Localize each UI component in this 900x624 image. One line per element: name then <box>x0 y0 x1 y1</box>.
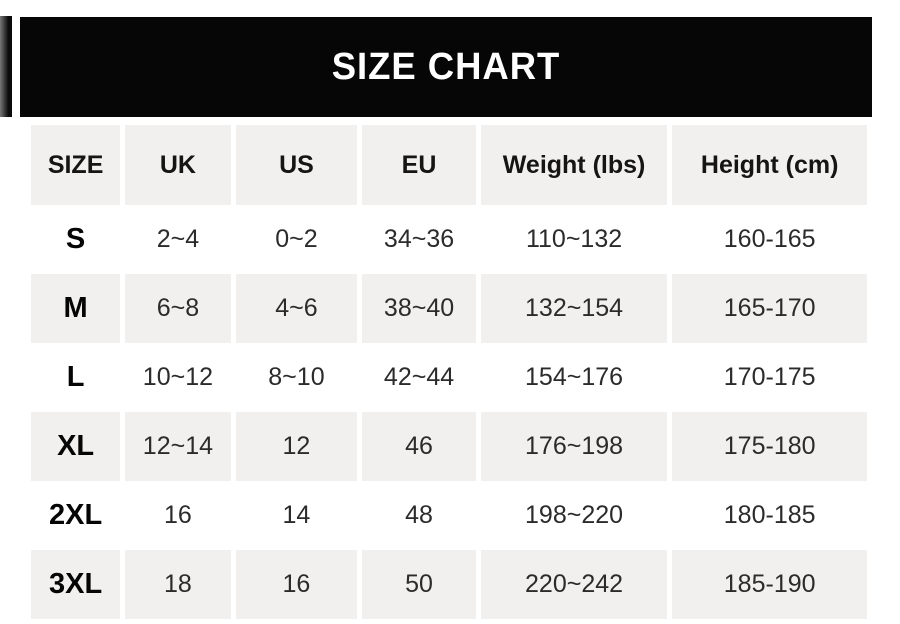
column-header-size: SIZE <box>31 125 121 205</box>
row-size-label: L <box>31 343 121 412</box>
page-title: SIZE CHART <box>331 45 561 88</box>
table-row-l: L 10~12 8~10 42~44 154~176 170-175 <box>31 343 867 412</box>
column-header-height: Height (cm) <box>672 125 867 205</box>
table-cell: 12~14 <box>125 412 231 481</box>
table-cell: 10~12 <box>125 343 231 412</box>
table-header-row: SIZE UK US EU Weight (lbs) Height (cm) <box>31 125 867 205</box>
table-row-m: M 6~8 4~6 38~40 132~154 165-170 <box>31 274 867 343</box>
table-cell: 34~36 <box>362 205 476 274</box>
title-bar: SIZE CHART <box>20 17 872 117</box>
row-size-label: 3XL <box>31 550 121 619</box>
row-size-label: S <box>31 205 121 274</box>
column-header-uk: UK <box>125 125 231 205</box>
table-cell: 110~132 <box>480 205 668 274</box>
table-cell: 46 <box>362 412 476 481</box>
table-cell: 220~242 <box>480 550 668 619</box>
table-cell: 50 <box>362 550 476 619</box>
table-cell: 170-175 <box>672 343 867 412</box>
table-row-s: S 2~4 0~2 34~36 110~132 160-165 <box>31 205 867 274</box>
column-header-eu: EU <box>362 125 476 205</box>
table-cell: 4~6 <box>235 274 358 343</box>
table-cell: 176~198 <box>480 412 668 481</box>
table-cell: 160-165 <box>672 205 867 274</box>
left-edge-strip <box>0 16 12 117</box>
column-header-us: US <box>235 125 358 205</box>
table-cell: 2~4 <box>125 205 231 274</box>
table-cell: 14 <box>235 481 358 550</box>
table-cell: 8~10 <box>235 343 358 412</box>
table-cell: 48 <box>362 481 476 550</box>
table-row-3xl: 3XL 18 16 50 220~242 185-190 <box>31 550 867 619</box>
table-cell: 180-185 <box>672 481 867 550</box>
table-cell: 185-190 <box>672 550 867 619</box>
table-cell: 175-180 <box>672 412 867 481</box>
table-cell: 16 <box>125 481 231 550</box>
table-cell: 198~220 <box>480 481 668 550</box>
size-chart-table: SIZE UK US EU Weight (lbs) Height (cm) S… <box>26 125 872 619</box>
table-cell: 165-170 <box>672 274 867 343</box>
table-row-2xl: 2XL 16 14 48 198~220 180-185 <box>31 481 867 550</box>
row-size-label: M <box>31 274 121 343</box>
column-header-weight: Weight (lbs) <box>480 125 668 205</box>
row-size-label: XL <box>31 412 121 481</box>
table-cell: 154~176 <box>480 343 668 412</box>
table-cell: 38~40 <box>362 274 476 343</box>
table-cell: 16 <box>235 550 358 619</box>
table-cell: 132~154 <box>480 274 668 343</box>
table-cell: 18 <box>125 550 231 619</box>
table-cell: 42~44 <box>362 343 476 412</box>
table-cell: 6~8 <box>125 274 231 343</box>
table-row-xl: XL 12~14 12 46 176~198 175-180 <box>31 412 867 481</box>
table-cell: 0~2 <box>235 205 358 274</box>
row-size-label: 2XL <box>31 481 121 550</box>
table-cell: 12 <box>235 412 358 481</box>
